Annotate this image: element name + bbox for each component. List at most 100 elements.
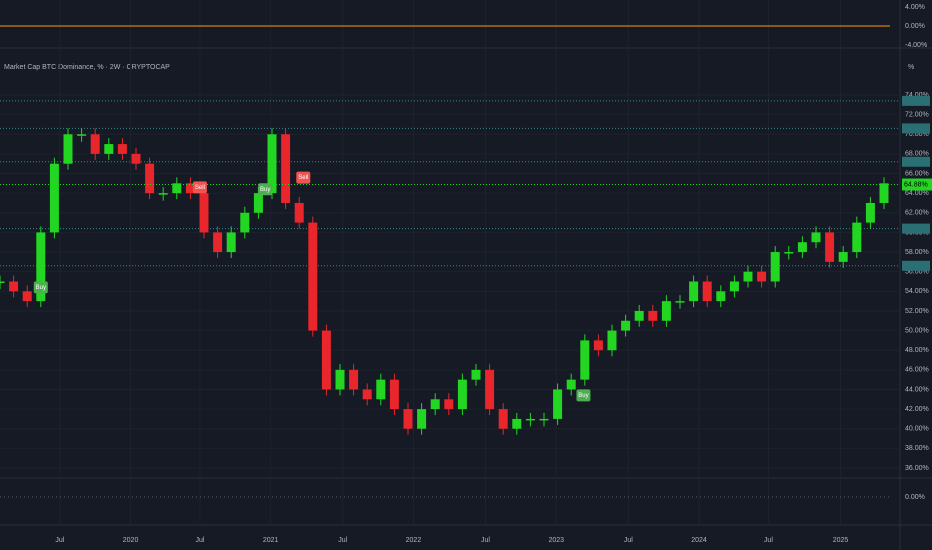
candle-body bbox=[253, 193, 263, 213]
candle-body bbox=[797, 242, 807, 253]
candle-body bbox=[825, 232, 835, 262]
level-tag bbox=[902, 156, 930, 167]
candle-body bbox=[240, 212, 250, 233]
candle-body bbox=[661, 301, 671, 321]
y-tick-label: 40.00% bbox=[905, 426, 929, 433]
y-tick-label: 42.00% bbox=[905, 406, 929, 413]
signal-label: Sell bbox=[195, 185, 205, 191]
candle-body bbox=[199, 193, 209, 233]
x-tick-label: 2022 bbox=[406, 537, 422, 544]
signal-label: Buy bbox=[260, 187, 270, 193]
candle-body bbox=[131, 153, 141, 164]
x-tick-label: Jul bbox=[764, 537, 773, 544]
candle-body bbox=[689, 281, 699, 302]
x-tick-label: 2024 bbox=[691, 537, 707, 544]
osc-tick-label: 4.00% bbox=[905, 4, 925, 11]
candle-body bbox=[729, 281, 739, 292]
candle-body bbox=[675, 301, 685, 303]
y-tick-label: 72.00% bbox=[905, 111, 929, 118]
signal-label: Buy bbox=[578, 393, 588, 399]
level-tag bbox=[902, 123, 930, 134]
hist-tick-label: 0.00% bbox=[905, 494, 925, 501]
candle-body bbox=[213, 232, 223, 253]
candle-body bbox=[525, 418, 535, 421]
x-tick-label: Jul bbox=[624, 537, 633, 544]
candle-body bbox=[226, 232, 236, 253]
candle-body bbox=[77, 134, 87, 136]
candle-body bbox=[716, 291, 726, 302]
candle-body bbox=[172, 183, 182, 194]
y-tick-label: 52.00% bbox=[905, 308, 929, 315]
candle-body bbox=[376, 379, 386, 400]
y-tick-label: 70.00% bbox=[905, 131, 929, 138]
y-tick-label: 64.00% bbox=[905, 190, 929, 197]
signal-box bbox=[258, 183, 273, 196]
candle-body bbox=[389, 379, 399, 410]
level-tag bbox=[902, 95, 930, 106]
y-tick-label: 38.00% bbox=[905, 445, 929, 452]
candle-body bbox=[553, 389, 563, 419]
candle-body bbox=[634, 310, 644, 321]
candle-body bbox=[648, 310, 658, 321]
x-tick-label: Jul bbox=[55, 537, 64, 544]
last-price-tag bbox=[902, 178, 932, 191]
candle-body bbox=[349, 369, 359, 390]
x-tick-label: Jul bbox=[195, 537, 204, 544]
candle-body bbox=[403, 409, 413, 429]
candle-body bbox=[457, 379, 467, 410]
x-tick-label: Jul bbox=[338, 537, 347, 544]
candle-body bbox=[430, 399, 440, 410]
candle-body bbox=[865, 202, 875, 223]
y-tick-label: 58.00% bbox=[905, 249, 929, 256]
scale-label: % bbox=[908, 64, 914, 71]
candle-body bbox=[362, 389, 372, 400]
candle-body bbox=[471, 369, 481, 380]
candle-body bbox=[22, 291, 32, 302]
candle-body bbox=[444, 399, 454, 410]
y-tick-label: 46.00% bbox=[905, 367, 929, 374]
candle-body bbox=[104, 144, 114, 154]
candle-body bbox=[811, 232, 821, 243]
y-tick-label: 68.00% bbox=[905, 151, 929, 158]
chart-title: Market Cap BTC Dominance, % · 2W · CRYPT… bbox=[4, 64, 170, 71]
candle-body bbox=[267, 134, 277, 194]
y-tick-label: 56.00% bbox=[905, 269, 929, 276]
candle-body bbox=[566, 379, 576, 390]
y-tick-label: 66.00% bbox=[905, 170, 929, 177]
y-tick-label: 62.00% bbox=[905, 210, 929, 217]
signal-box bbox=[192, 181, 207, 194]
candle-body bbox=[607, 330, 617, 351]
candle-body bbox=[145, 163, 155, 194]
x-tick-label: Jul bbox=[481, 537, 490, 544]
candle-body bbox=[852, 222, 862, 253]
candle-body bbox=[485, 369, 495, 410]
candle-body bbox=[0, 281, 5, 283]
candle-body bbox=[879, 183, 889, 203]
signal-label: Sell bbox=[298, 175, 308, 181]
candle-body bbox=[417, 409, 427, 429]
candle-body bbox=[63, 134, 73, 164]
candle-body bbox=[512, 418, 522, 429]
candle-body bbox=[90, 134, 100, 154]
candle-body bbox=[335, 369, 345, 390]
candle-body bbox=[498, 409, 508, 429]
x-tick-label: 2021 bbox=[263, 537, 279, 544]
y-tick-label: 74.00% bbox=[905, 92, 929, 99]
osc-tick-label: -4.00% bbox=[905, 42, 927, 49]
signal-label: Buy bbox=[36, 285, 46, 291]
candle-body bbox=[281, 134, 291, 203]
candle-body bbox=[185, 183, 195, 194]
x-tick-label: 2025 bbox=[833, 537, 849, 544]
candle-body bbox=[593, 340, 603, 351]
y-tick-label: 50.00% bbox=[905, 327, 929, 334]
y-tick-label: 48.00% bbox=[905, 347, 929, 354]
candle-body bbox=[784, 252, 794, 254]
y-tick-label: 36.00% bbox=[905, 465, 929, 472]
x-tick-label: 2023 bbox=[548, 537, 564, 544]
candle-body bbox=[743, 271, 753, 282]
candle-body bbox=[49, 163, 59, 233]
signal-box bbox=[33, 281, 48, 294]
candle-body bbox=[158, 193, 168, 195]
